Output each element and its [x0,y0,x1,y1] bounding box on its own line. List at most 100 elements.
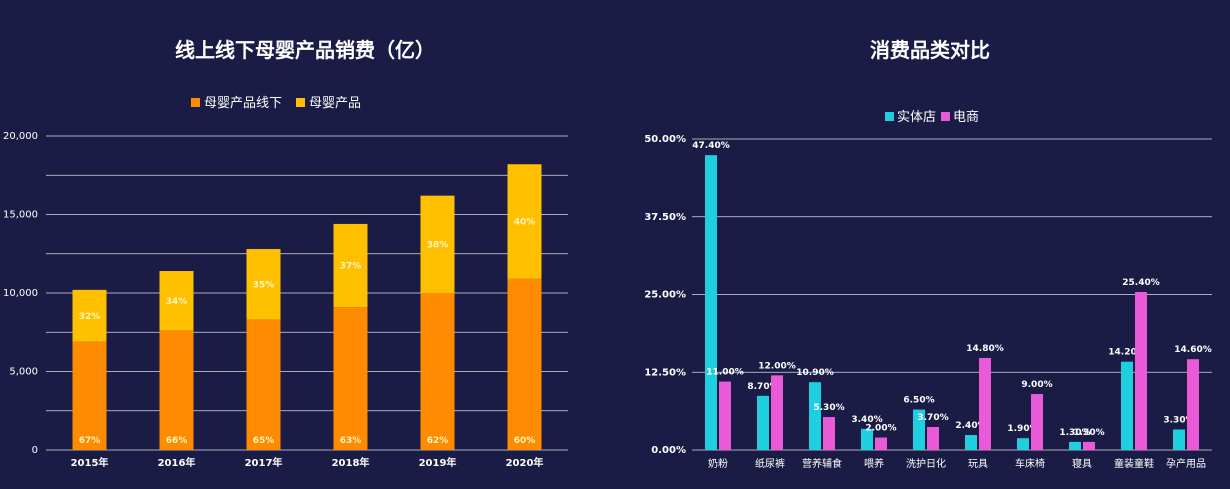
bar-value-label: 2.40% [955,421,986,431]
bar-online [159,271,194,331]
x-tick-label: 纸尿裤 [755,457,785,470]
bar-percent-label: 34% [166,297,188,307]
y-tick-label: 0 [32,445,38,456]
bar-value-label: 1.30% [1073,428,1104,438]
legend-swatch-store [885,112,894,121]
bar-offline [246,319,281,450]
x-tick-label: 2020年 [506,456,544,469]
bar-percent-label: 37% [340,262,362,272]
right-legend: 实体店 电商 [885,110,979,125]
bar-value-label: 11.00% [706,368,744,378]
bar-value-label: 10.90% [796,368,834,378]
bar-store [1121,361,1133,450]
bar-percent-label: 40% [514,218,536,228]
bar-offline [159,330,194,450]
bar-offline [333,307,368,450]
y-tick-label: 20,000 [3,131,38,142]
left-grid [46,135,568,451]
bar-ecommerce [979,357,991,450]
bar-value-label: 1.90% [1007,424,1038,434]
bar-store [705,155,717,450]
bar-store [913,409,925,450]
x-tick-label: 寝具 [1072,457,1092,470]
x-tick-label: 童装童鞋 [1114,457,1154,470]
bar-percent-label: 38% [427,240,449,250]
x-tick-label: 孕产用品 [1166,457,1206,470]
right-chart-title: 消费品类对比 [870,38,990,62]
bar-value-label: 3.30% [1163,415,1194,425]
bar-offline [507,278,542,450]
y-tick-label: 37.50% [644,212,686,223]
bar-store [809,382,821,450]
bar-ecommerce [823,417,835,450]
y-tick-label: 12.50% [644,367,686,378]
bar-value-label: 14.60% [1174,345,1212,355]
bar-value-label: 9.00% [1021,380,1052,390]
bar-online [72,289,107,342]
bar-ecommerce [719,381,731,450]
bar-value-label: 8.70% [747,382,778,392]
right-bars: 47.40%11.00%8.70%12.00%10.90%5.30%3.40%2… [692,141,1212,450]
bar-online [246,249,281,320]
bar-percent-label: 60% [514,436,536,446]
bar-value-label: 1.30% [1059,428,1090,438]
bar-percent-label: 62% [427,436,449,446]
bar-value-label: 3.40% [851,415,882,425]
right-chart: 消费品类对比 实体店 电商 0.00% 12.50% 25.00% 37.50% 50.… [644,38,1212,470]
bar-store [757,395,769,450]
bar-ecommerce [771,375,783,450]
left-y-axis: 0 5,000 10,000 15,000 20,000 [3,131,38,456]
bar-value-label: 3.70% [917,413,948,423]
bar-online [420,195,455,293]
legend-swatch-online [296,98,305,107]
bar-store [861,428,873,450]
y-tick-label: 0.00% [651,445,686,456]
bar-percent-label: 35% [253,280,275,290]
x-tick-label: 玩具 [968,458,988,470]
bar-ecommerce [927,426,939,450]
bar-online [507,164,542,279]
x-tick-label: 车床椅 [1015,457,1045,470]
y-tick-label: 15,000 [3,210,38,221]
x-tick-label: 喂养 [864,457,884,470]
x-tick-label: 2016年 [158,456,196,469]
legend-swatch-offline [191,98,200,107]
bar-offline [420,293,455,450]
left-legend: 母婴产品线下 母婴产品 [191,96,361,111]
bar-store [1173,429,1185,450]
bar-value-label: 14.80% [966,344,1004,354]
left-bars: 67% 32% 66% 34% 65% 35% 63% 37% 62% 38% 60% 40% [72,164,542,450]
bar-ecommerce [1135,292,1147,450]
legend-label-online: 母婴产品 [309,96,361,111]
bar-ecommerce [1031,394,1043,450]
y-tick-label: 25.00% [644,290,686,301]
bar-ecommerce [1187,359,1199,450]
bar-value-label: 12.00% [758,361,796,371]
bar-online [333,223,368,308]
x-tick-label: 2018年 [332,456,370,469]
x-tick-label: 营养辅食 [802,457,842,470]
bar-store [1017,438,1029,450]
y-tick-label: 5,000 [9,367,38,378]
bar-percent-label: 63% [340,436,362,446]
right-x-axis: 奶粉 纸尿裤 营养辅食 喂养 洗护日化 玩具 车床椅 寝具 童装童鞋 孕产用品 [708,457,1206,470]
left-chart: 线上线下母婴产品销费（亿） 母婴产品线下 母婴产品 0 5,000 10,000 15… [3,38,568,469]
y-tick-label: 10,000 [3,288,38,299]
bar-percent-label: 67% [79,436,101,446]
left-chart-title: 线上线下母婴产品销费（亿） [175,38,435,62]
bar-value-label: 47.40% [692,141,730,151]
legend-label-store: 实体店 [897,110,936,125]
x-tick-label: 2019年 [419,456,457,469]
x-tick-label: 2015年 [71,456,109,469]
bar-percent-label: 66% [166,436,188,446]
bar-ecommerce [875,437,887,450]
legend-label-offline: 母婴产品线下 [204,96,282,111]
bar-ecommerce [1083,441,1095,450]
bar-value-label: 25.40% [1122,278,1160,288]
legend-label-ecommerce: 电商 [953,110,979,125]
right-y-axis: 0.00% 12.50% 25.00% 37.50% 50.00% [644,134,686,456]
y-tick-label: 50.00% [644,134,686,145]
x-tick-label: 奶粉 [708,457,728,470]
